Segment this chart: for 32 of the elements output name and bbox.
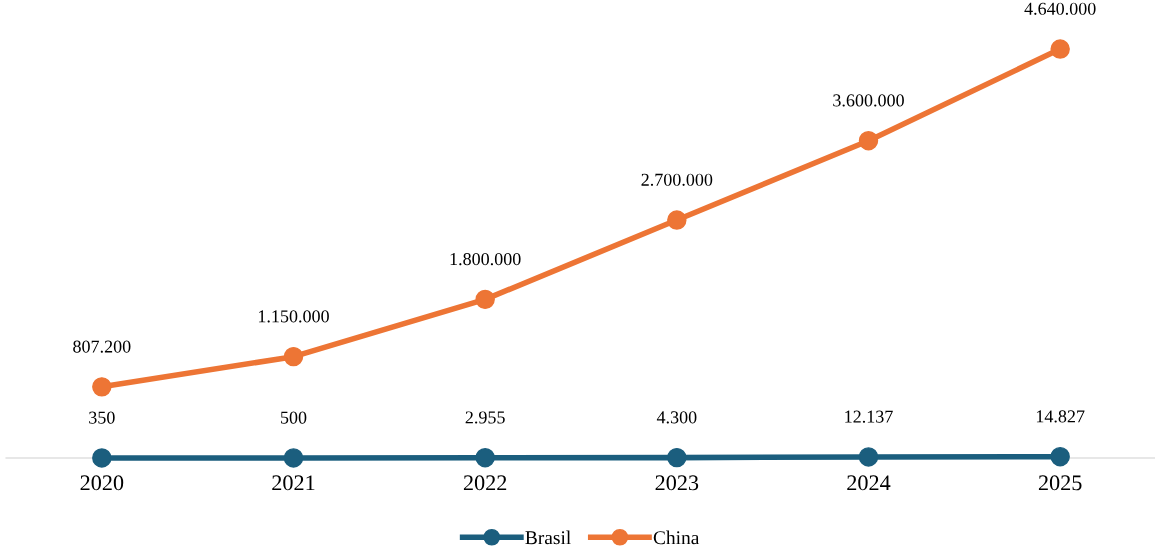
point — [1050, 39, 1070, 59]
data-label: 12.137 — [845, 410, 893, 423]
x-tick-label: 2025 — [1038, 475, 1082, 491]
x-tick-label: 2023 — [655, 475, 699, 491]
legend-label: Brasil — [525, 530, 571, 545]
x-tick-label: 2022 — [463, 475, 507, 491]
data-label: 2.700.000 — [641, 173, 713, 186]
point — [1050, 446, 1070, 467]
point — [858, 131, 879, 151]
data-label: 14.827 — [1036, 410, 1085, 423]
point — [667, 447, 687, 468]
x-tick-label: 2021 — [272, 475, 315, 491]
x-tick-label: 2024 — [847, 475, 891, 491]
point — [92, 448, 112, 468]
data-label: 3.600.000 — [833, 94, 904, 107]
data-label: 1.800.000 — [450, 252, 521, 266]
data-label: 1.150.000 — [258, 310, 329, 323]
point — [475, 448, 495, 468]
data-label: 500 — [281, 411, 307, 424]
point — [667, 210, 687, 230]
data-label: 4.300 — [656, 411, 697, 424]
data-label: 350 — [89, 411, 115, 424]
point — [283, 346, 304, 367]
data-label: 2.955 — [465, 411, 505, 424]
point — [92, 377, 112, 397]
data-label: 4.640.000 — [1024, 2, 1096, 15]
point — [858, 447, 879, 467]
data-label: 807.200 — [73, 340, 131, 353]
point — [283, 448, 304, 468]
x-tick-label: 2020 — [80, 475, 124, 491]
point — [475, 289, 495, 310]
legend-label: China — [653, 530, 700, 545]
